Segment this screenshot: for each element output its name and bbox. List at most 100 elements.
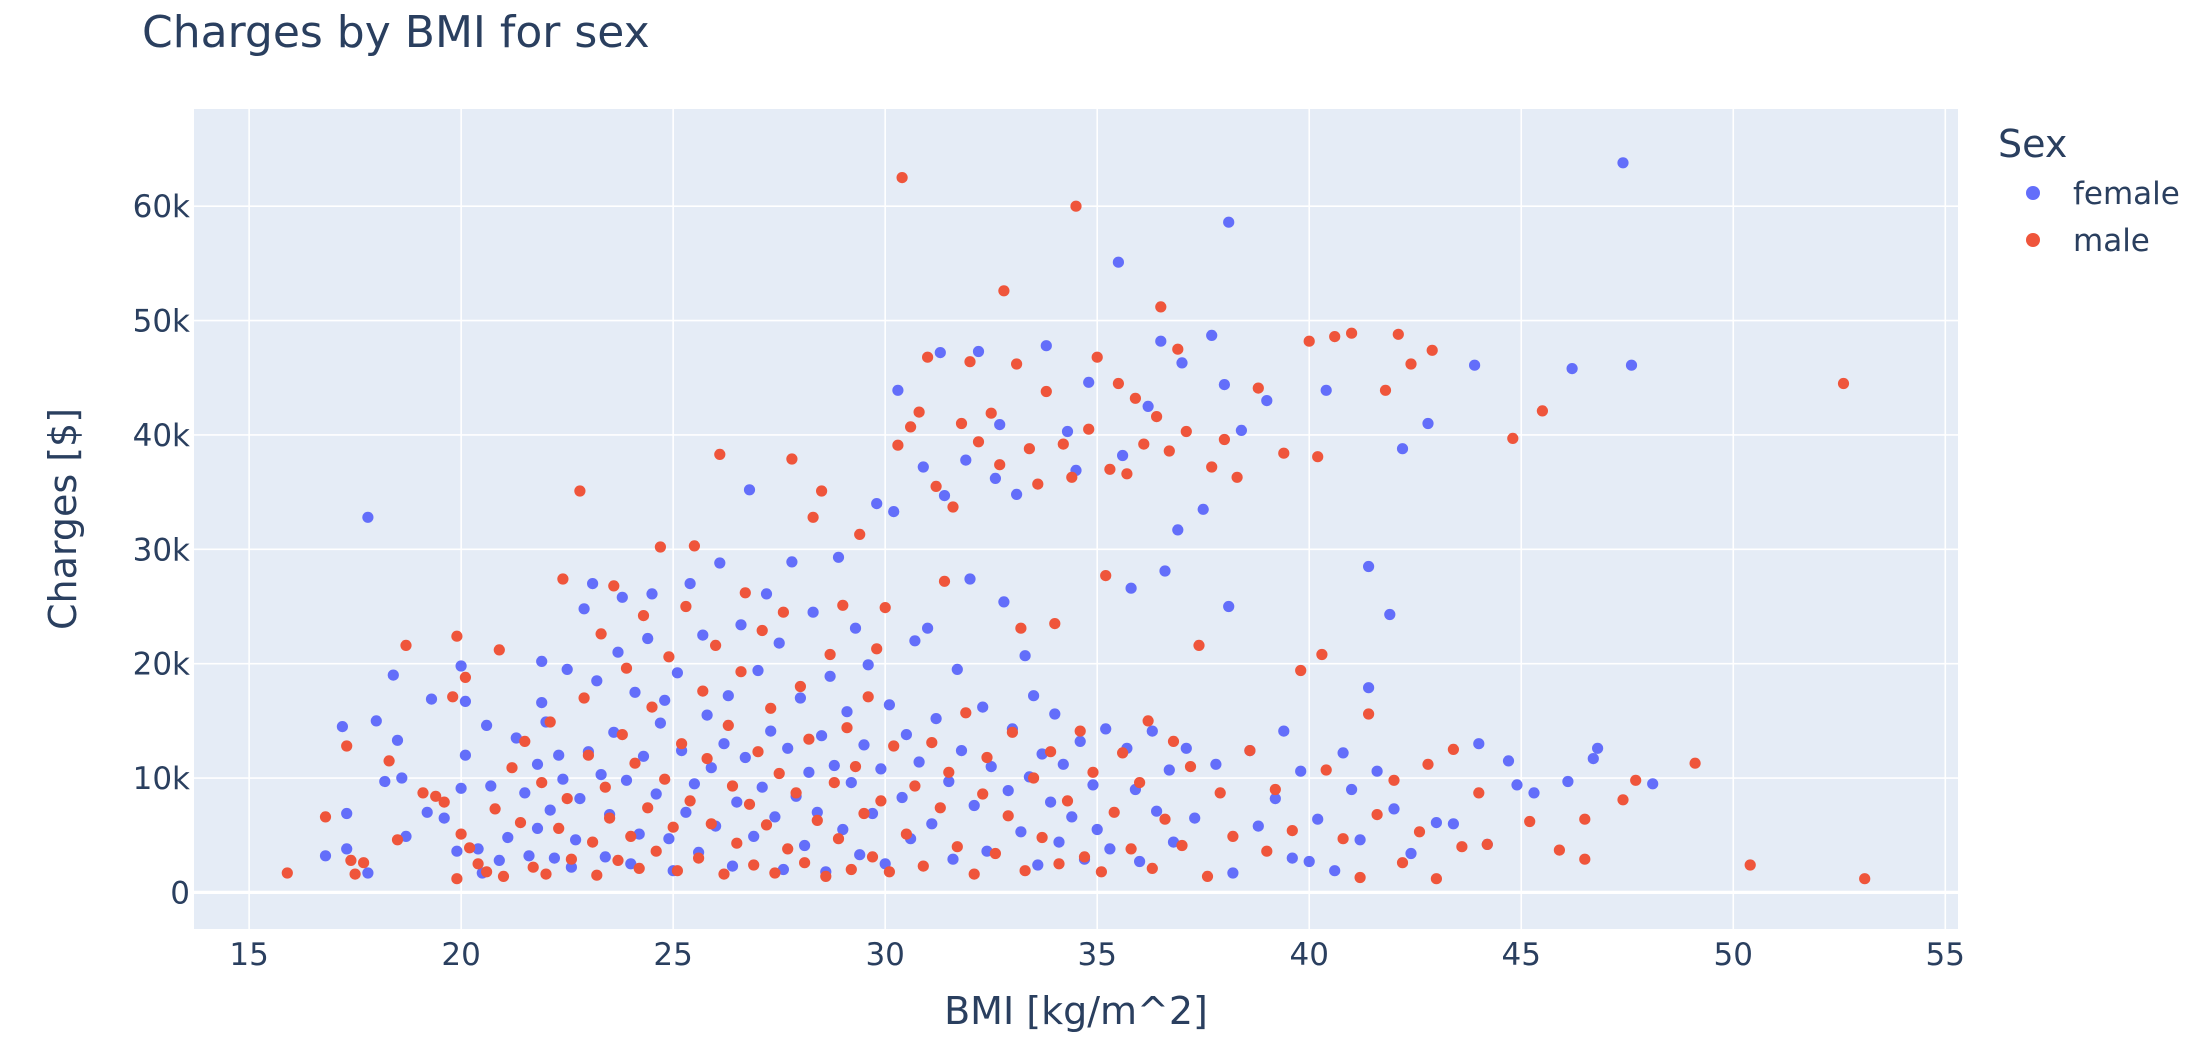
point-male [1363,708,1375,720]
x-tick-label: 15 [229,937,268,973]
point-male [1231,471,1243,483]
point-female [943,775,955,788]
point-male [858,807,870,820]
point-female [481,719,493,732]
legend-label-female[interactable]: female [2073,176,2180,212]
point-female [472,843,484,855]
point-male [489,803,501,815]
point-female [1167,836,1180,848]
point-male [438,796,450,808]
point-male [642,802,654,814]
point-female [578,603,590,615]
point-male [803,733,815,745]
legend-label-male[interactable]: male [2073,223,2150,259]
point-male [765,702,777,714]
point-female [994,419,1006,431]
point-female [985,761,997,773]
point-female [1346,783,1358,796]
point-male [981,751,993,764]
point-male [1371,809,1383,821]
point-female [1396,443,1409,455]
point-male [667,821,679,833]
point-male [637,610,650,622]
point-male [905,421,917,433]
point-female [1087,779,1099,791]
point-female [459,695,471,708]
point-male [1100,570,1112,582]
point-female [1329,865,1341,877]
point-male [909,780,921,792]
point-male [1028,772,1040,784]
point-female [574,793,586,805]
point-female [977,701,989,713]
point-male [964,356,976,368]
point-male [922,351,934,363]
point-female [451,845,463,857]
point-female [782,742,794,754]
point-female [1647,778,1659,790]
point-female [743,484,756,496]
point-male [663,651,675,663]
point-male [960,707,972,719]
point-female [396,772,408,784]
point-male [1184,761,1197,773]
point-male [701,753,713,765]
chart-title: Charges by BMI for sex [142,7,650,58]
point-male [790,787,802,799]
point-male [633,862,645,875]
point-male [620,662,633,674]
point-male [506,762,518,774]
point-male [383,755,395,767]
point-female [608,726,620,738]
point-male [625,830,637,843]
point-male [1019,865,1031,877]
point-male [1015,622,1027,634]
point-male [854,528,866,541]
point-male [871,643,883,655]
point-female [705,762,717,774]
point-female [1354,834,1366,846]
point-male [1426,344,1438,356]
point-male [841,722,853,734]
point-male [824,648,836,661]
point-female [362,511,374,523]
point-female [637,750,650,762]
point-male [1295,664,1307,677]
legend-marker-male [2026,233,2040,247]
point-male [1837,377,1850,390]
point-male [595,628,607,640]
point-female [765,725,777,737]
point-male [345,854,357,867]
point-female [697,629,709,641]
point-female [1053,836,1065,848]
point-female [1473,738,1485,750]
point-female [871,498,883,510]
legend: Sex female male [1998,122,2180,259]
point-female [629,686,641,698]
y-tick-label: 20k [133,647,190,683]
point-male [1112,377,1124,390]
point-female [642,632,654,645]
point-female [1210,758,1222,770]
point-male [1061,795,1074,807]
point-male [828,777,840,789]
point-male [930,480,942,492]
point-female [1303,855,1315,868]
point-male [820,870,832,883]
point-female [1189,812,1201,824]
point-male [1244,745,1256,757]
point-female [799,839,811,852]
x-tick-label: 35 [1077,937,1116,973]
point-female [1036,748,1048,760]
legend-title: Sex [1998,122,2067,166]
point-male [1579,853,1591,865]
point-male [358,857,370,869]
point-male [544,716,556,728]
point-female [561,663,573,676]
point-male [472,858,484,870]
point-male [451,873,463,885]
point-female [722,690,734,702]
point-male [1201,870,1214,883]
point-female [455,782,467,794]
point-female [1447,818,1459,830]
